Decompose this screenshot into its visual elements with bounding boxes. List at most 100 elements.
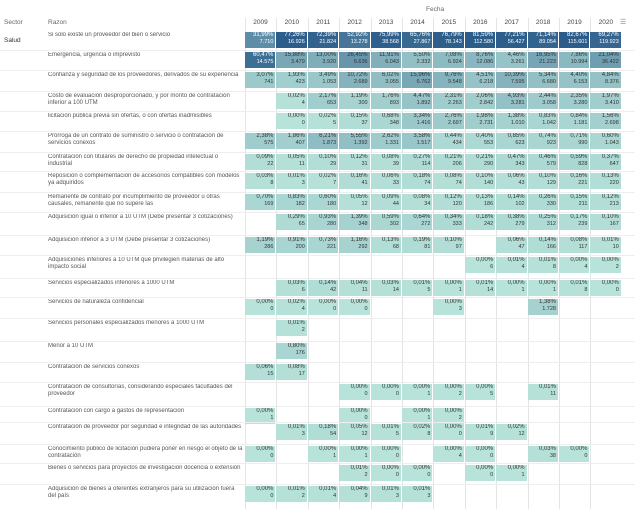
table-cell[interactable]: 0,44% 434 (433, 133, 464, 149)
table-cell[interactable]: 0,16% 221 (559, 173, 590, 189)
table-cell[interactable]: 0,46% 579 (527, 154, 558, 170)
table-cell[interactable]: 1,56% 2.698 (590, 113, 621, 129)
table-cell[interactable]: 0,14% 42 (307, 280, 339, 296)
table-cell[interactable]: 9,76% 9.548 (433, 72, 464, 88)
row-label[interactable]: Contratación de servicios conexos (48, 364, 140, 370)
year-header-2012[interactable]: 2012 (347, 19, 362, 26)
table-cell[interactable]: 0,00% 1 (496, 280, 527, 296)
row-label[interactable]: Servicios especializados inferiores a 10… (48, 280, 175, 286)
table-cell[interactable]: 71,14% 89.054 (527, 32, 558, 48)
table-cell[interactable]: 0,01% 5 (370, 424, 401, 440)
table-cell[interactable]: 0,09% 22 (245, 154, 276, 170)
table-cell[interactable]: 0,01% 3 (276, 424, 307, 440)
table-cell[interactable]: 8,76% 12.086 (464, 52, 496, 68)
table-cell[interactable]: 1,19% 286 (245, 237, 276, 253)
table-cell[interactable]: 0,21% 290 (464, 154, 496, 170)
table-cell[interactable]: 0,02% 4 (276, 299, 307, 315)
table-cell[interactable]: 0,00% 0 (590, 280, 621, 296)
table-cell[interactable]: 0,02% 8 (402, 424, 433, 440)
table-cell[interactable]: 4,84% 8.376 (590, 72, 621, 88)
table-cell[interactable]: 77,26% 16.926 (276, 32, 307, 48)
row-label[interactable]: Si solo existe un proveedor del bien o s… (48, 32, 171, 38)
row-label[interactable]: Adquisición de bienes a oferentes extran… (48, 486, 235, 499)
sort-icon[interactable]: ☰ (620, 19, 627, 26)
table-cell[interactable]: 0,00% 0 (339, 408, 370, 424)
table-cell[interactable]: 0,18% 74 (402, 173, 433, 189)
row-label[interactable]: Servicios de naturaleza confidencial (48, 299, 144, 305)
table-cell[interactable]: 0,08% 74 (433, 173, 464, 189)
table-cell[interactable]: 1,39% 348 (339, 214, 370, 230)
table-cell[interactable]: 26,45% 6.636 (339, 52, 370, 68)
table-cell[interactable]: 0,06% 43 (496, 173, 527, 189)
table-cell[interactable]: 0,01% 10 (590, 237, 621, 253)
year-header-2013[interactable]: 2013 (378, 19, 394, 26)
sector-label[interactable]: Salud (4, 37, 21, 44)
table-cell[interactable]: 7,08% 6.924 (433, 52, 464, 68)
year-header-2015[interactable]: 2015 (441, 19, 457, 26)
col-header-razon[interactable]: Razon (48, 19, 67, 26)
table-cell[interactable]: 0,83% 182 (276, 194, 307, 210)
table-cell[interactable]: 13,00% 3.920 (307, 52, 339, 68)
table-cell[interactable]: 2,44% 3.058 (527, 93, 558, 109)
table-cell[interactable]: 0,13% 186 (464, 194, 496, 210)
row-label[interactable]: Contratación con titulares de derecho de… (48, 154, 219, 167)
table-cell[interactable]: 0,08% 117 (559, 237, 590, 253)
table-cell[interactable]: 0,02% 5 (307, 113, 339, 129)
table-cell[interactable]: 2,35% 3.280 (559, 93, 590, 109)
table-cell[interactable]: 4,47% 1.892 (402, 93, 433, 109)
table-cell[interactable]: 2,76% 2.697 (433, 113, 464, 129)
year-header-2020[interactable]: 2020 (598, 19, 614, 26)
table-cell[interactable]: 0,00% 0 (433, 424, 464, 440)
table-cell[interactable]: 4,93% 3.281 (496, 93, 527, 109)
table-cell[interactable]: 0,00% 1 (527, 280, 558, 296)
table-cell[interactable]: 0,00% 0 (370, 384, 401, 400)
table-cell[interactable]: 65,76% 27.867 (402, 32, 433, 48)
row-label[interactable]: Menor a 10 UTM (48, 343, 94, 349)
table-cell[interactable]: 0,01% 2 (339, 465, 370, 481)
table-cell[interactable]: 0,00% 1 (402, 408, 433, 424)
table-cell[interactable]: 0,38% 279 (496, 214, 527, 230)
table-cell[interactable]: 1,38% 1.010 (496, 113, 527, 129)
row-label[interactable]: Adquisición inferior a 3 UTM (Debe prese… (48, 237, 211, 243)
table-cell[interactable]: 0,00% 0 (276, 113, 307, 129)
table-cell[interactable]: 0,00% 0 (559, 446, 590, 462)
row-label[interactable]: Bienes o servicios para proyectos de inv… (48, 465, 241, 471)
table-cell[interactable]: 0,16% 41 (339, 173, 370, 189)
row-label[interactable]: Servicios personales especializados meno… (48, 320, 205, 326)
table-cell[interactable]: 10,72% 2.689 (339, 72, 370, 88)
table-cell[interactable]: 0,93% 280 (307, 214, 339, 230)
table-cell[interactable]: 72,39% 21.824 (307, 32, 339, 48)
table-cell[interactable]: 0,10% 140 (464, 173, 496, 189)
table-cell[interactable]: 0,00% 2 (433, 408, 464, 424)
table-cell[interactable]: 0,04% 11 (339, 280, 370, 296)
table-cell[interactable]: 2,38% 575 (245, 133, 276, 149)
table-cell[interactable]: 2,31% 2.263 (433, 93, 464, 109)
table-cell[interactable]: 3,07% 741 (245, 72, 276, 88)
table-cell[interactable]: 52,92% 13.278 (339, 32, 370, 48)
year-header-2019[interactable]: 2019 (567, 19, 582, 26)
table-cell[interactable]: 60,47% 14.575 (245, 52, 276, 68)
table-cell[interactable]: 0,06% 33 (370, 173, 401, 189)
table-cell[interactable]: 0,02% 12 (496, 424, 527, 440)
table-cell[interactable]: 0,14% 166 (527, 237, 558, 253)
row-label[interactable]: Conocimiento público de licitación pudie… (48, 446, 243, 459)
table-cell[interactable]: 0,01% 8 (559, 280, 590, 296)
row-label[interactable]: Contratación de proveedor por seguridad … (48, 424, 242, 430)
table-cell[interactable]: 0,37% 647 (590, 154, 621, 170)
table-cell[interactable]: 6,21% 1.873 (307, 133, 339, 149)
row-label[interactable]: licitación pública previa sin ofertas, o… (48, 113, 212, 119)
table-cell[interactable]: 15,96% 6.762 (402, 72, 433, 88)
table-cell[interactable]: 76,79% 78.143 (433, 32, 464, 48)
table-cell[interactable]: 15,88% 3.479 (276, 52, 307, 68)
table-cell[interactable]: 0,03% 6 (276, 280, 307, 296)
table-cell[interactable]: 0,85% 623 (496, 133, 527, 149)
table-cell[interactable]: 10,39% 7.595 (496, 72, 527, 88)
table-cell[interactable]: 0,71% 990 (559, 133, 590, 149)
year-header-2010[interactable]: 2010 (284, 19, 300, 26)
table-cell[interactable]: 0,08% 39 (370, 154, 401, 170)
year-header-2014[interactable]: 2014 (410, 19, 425, 26)
table-cell[interactable]: 1,19% 300 (339, 93, 370, 109)
table-cell[interactable]: 0,03% 8 (245, 173, 276, 189)
table-cell[interactable]: 0,00% 2 (433, 384, 464, 400)
table-cell[interactable]: 0,84% 1.181 (559, 113, 590, 129)
